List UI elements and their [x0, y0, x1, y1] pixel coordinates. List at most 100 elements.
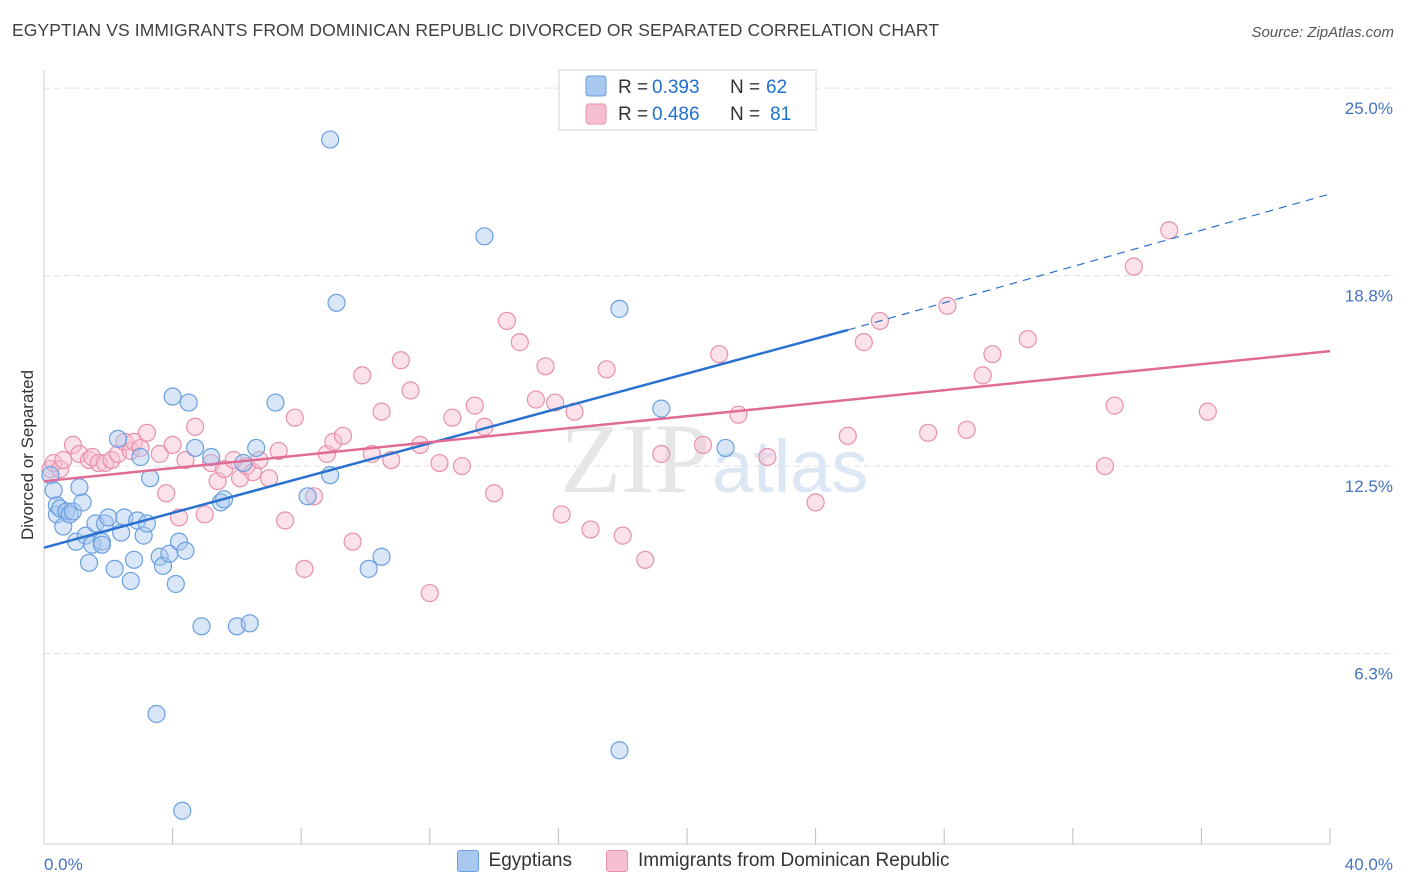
egyptian-point [359, 559, 378, 578]
y-tick-label: 18.8% [1345, 287, 1393, 306]
legend-n-label-2: N = [730, 104, 760, 125]
watermark-atlas: atlas [712, 425, 868, 508]
dominican-point [276, 511, 295, 530]
egyptian-point [63, 502, 83, 521]
dominican-point [1160, 221, 1179, 240]
legend-r-value-2: 0.486 [652, 104, 700, 125]
egyptian-point [173, 801, 192, 820]
egyptian-point [652, 399, 671, 418]
dominican-point [854, 333, 873, 352]
dominican-point [938, 296, 957, 315]
egyptian-point [124, 550, 144, 569]
egyptian-point [186, 438, 205, 458]
dominican-point [1105, 396, 1124, 415]
dominican-point [510, 333, 529, 352]
dominican-point [343, 532, 362, 551]
y-tick-label: 6.3% [1354, 665, 1393, 684]
egyptian-point [327, 293, 346, 312]
trend-lines [43, 193, 1331, 549]
dominican-point [195, 505, 214, 524]
dominican-point [157, 484, 176, 503]
dominican-point [150, 444, 169, 464]
dominican-point [485, 484, 504, 503]
dominican-point [54, 450, 73, 470]
dominican-point [526, 390, 545, 409]
dominican-point [758, 447, 777, 467]
egyptian-point [266, 393, 285, 412]
bottom-legend-label-1: Egyptians [488, 850, 572, 871]
legend-n-value-1: 62 [766, 77, 787, 98]
dominican-point [420, 583, 439, 603]
bottom-legend: Egyptians Immigrants from Dominican Repu… [0, 850, 1406, 872]
dominican-point [597, 360, 616, 379]
dominican-point [693, 435, 713, 455]
axes: 6.3% 12.5% 18.8% 25.0% [43, 70, 1393, 845]
dominican-point [552, 505, 571, 524]
dominican-point [581, 520, 600, 539]
egyptian-point [131, 447, 150, 467]
egyptian-point [166, 574, 185, 594]
egyptians-trend-line [43, 328, 849, 549]
egyptian-point [247, 438, 266, 458]
dominican-point [838, 426, 857, 445]
dominican-point [391, 351, 410, 370]
egyptian-point [192, 617, 211, 636]
dominican-point [214, 459, 234, 479]
dominican-point [497, 311, 517, 331]
dominican-point [443, 408, 462, 427]
egyptian-point [108, 429, 128, 448]
dominican-point [1095, 456, 1115, 476]
legend-r-label-2: R = [618, 104, 648, 125]
egyptian-point [57, 502, 76, 521]
legend-box: R = 0.393 N = 62 R = 0.486 N = 81 [558, 69, 817, 131]
dominican-point [137, 423, 156, 442]
egyptian-point [60, 505, 79, 524]
dominican-point [324, 432, 343, 451]
egyptian-point [121, 571, 140, 591]
egyptian-point [475, 227, 494, 246]
egyptian-point [70, 478, 89, 497]
dominican-point [973, 366, 992, 385]
egyptian-point [610, 741, 629, 760]
series-egyptians-points [41, 130, 735, 820]
egyptian-point [105, 559, 124, 578]
legend-swatch-blue [585, 75, 607, 97]
egyptian-point [321, 130, 340, 149]
dominican-point [401, 381, 420, 400]
dominican-point [957, 420, 976, 439]
egyptian-point [716, 438, 735, 458]
dominican-point [186, 417, 205, 436]
dominican-point [652, 444, 671, 464]
y-tick-label: 12.5% [1345, 477, 1393, 496]
dominican-point [1124, 257, 1143, 276]
watermark-zip: ZIP [560, 403, 710, 514]
egyptians-trend-extension [847, 193, 1331, 331]
legend-n-label-1: N = [730, 77, 760, 98]
legend-swatch-dominican [605, 850, 628, 872]
bottom-legend-label-2: Immigrants from Dominican Republic [637, 850, 950, 871]
dominican-point [806, 493, 825, 512]
dominican-point [636, 550, 655, 569]
dominican-trend-line [43, 349, 1331, 483]
egyptian-point [73, 493, 92, 512]
dominican-point [1018, 329, 1037, 349]
dominican-point [285, 408, 304, 427]
dominican-point [430, 453, 449, 473]
egyptian-point [179, 393, 198, 412]
dominican-point [729, 405, 748, 424]
dominican-point [613, 526, 632, 545]
egyptian-point [234, 453, 253, 473]
egyptian-point [79, 553, 99, 572]
y-tick-label: 25.0% [1345, 99, 1393, 118]
legend-swatch-egyptians [456, 850, 479, 872]
x-tick-label-max: 40.0% [1345, 855, 1393, 874]
dominican-point [465, 396, 484, 415]
egyptian-point [240, 614, 259, 633]
egyptian-point [610, 299, 629, 318]
y-axis-label: Divorced or Separated [18, 370, 37, 540]
egyptian-point [163, 387, 182, 406]
dominican-point [176, 450, 195, 470]
legend-r-value-1: 0.393 [652, 77, 700, 98]
legend-swatch-pink [585, 103, 607, 125]
